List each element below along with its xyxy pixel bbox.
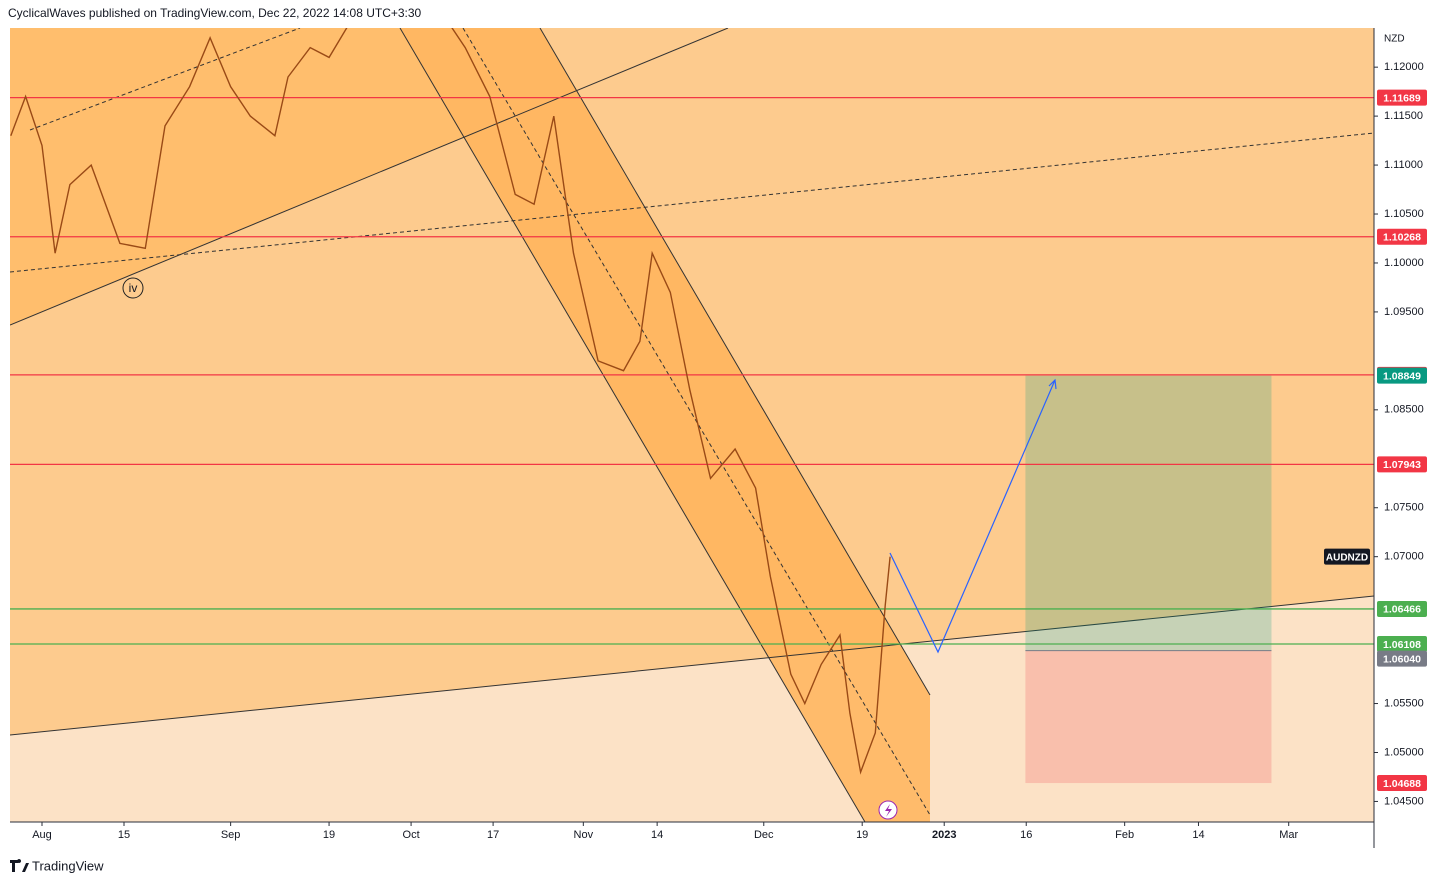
- x-tick-label: 16: [1020, 829, 1032, 841]
- y-tick-label: 1.08500: [1384, 404, 1424, 416]
- level-label-box: [1377, 89, 1427, 106]
- position-label: 1.08849: [1383, 370, 1421, 382]
- y-tick-label: 1.04500: [1384, 795, 1424, 807]
- x-tick-label: Aug: [32, 829, 52, 841]
- y-tick-label: 1.10500: [1384, 208, 1424, 220]
- dashed-line: [10, 132, 1374, 273]
- level-label: 1.06466: [1383, 604, 1421, 616]
- x-tick-label: 2023: [932, 829, 956, 841]
- falling-channel: [400, 28, 930, 822]
- level-label-box: [1377, 600, 1427, 617]
- level-label: 1.10268: [1383, 232, 1421, 244]
- rising-channel: [10, 28, 464, 325]
- x-tick-label: 14: [651, 829, 663, 841]
- y-tick-label: 1.05000: [1384, 746, 1424, 758]
- y-tick-label: 1.07000: [1384, 551, 1424, 563]
- y-tick-label: 1.11500: [1384, 110, 1423, 122]
- brand: TradingView: [32, 858, 104, 873]
- drawings: iv: [10, 28, 1374, 822]
- dashed-line: [29, 28, 301, 131]
- y-tick-label: 1.12000: [1384, 61, 1424, 73]
- x-tick-label: 14: [1192, 829, 1204, 841]
- projection: [889, 379, 1056, 654]
- arrow-head: [1048, 378, 1057, 390]
- x-tick-label: Sep: [221, 829, 241, 841]
- lower-zone: [10, 596, 1374, 822]
- trend-line: [10, 595, 1374, 736]
- event-bolt: [885, 804, 892, 817]
- trend-line: [10, 28, 729, 326]
- symbol-label: AUDNZD: [1326, 552, 1368, 563]
- x-tick-label: Dec: [754, 829, 774, 841]
- y-tick-label: 1.10000: [1384, 257, 1424, 269]
- x-tick-label: 19: [323, 829, 335, 841]
- x-tick-label: Mar: [1279, 829, 1298, 841]
- level-label-box: [1377, 228, 1427, 245]
- position-label-box: [1377, 367, 1427, 384]
- y-tick-label: 1.11000: [1384, 159, 1423, 171]
- y-tick-label: 1.05500: [1384, 697, 1424, 709]
- level-label-box: [1377, 456, 1427, 473]
- x-tick-label: Feb: [1115, 829, 1134, 841]
- x-tick-label: Oct: [403, 829, 420, 841]
- price-line: [10, 28, 891, 775]
- position-label: 1.04688: [1383, 778, 1421, 790]
- level-label: 1.11689: [1383, 92, 1421, 104]
- x-tick-label: 17: [487, 829, 499, 841]
- x-tick-label: 19: [856, 829, 868, 841]
- y-tick-label: 1.09500: [1384, 306, 1424, 318]
- header: CyclicalWaves published on TradingView.c…: [8, 6, 422, 20]
- currency: NZD: [1384, 34, 1405, 45]
- position-label: 1.06040: [1383, 653, 1421, 665]
- logo: [10, 859, 29, 872]
- level-label: 1.07943: [1383, 459, 1421, 471]
- x-tick-label: Nov: [574, 829, 594, 841]
- plot-layer: [10, 28, 1374, 784]
- level-label: 1.06108: [1383, 639, 1421, 651]
- wave-label: iv: [129, 281, 138, 295]
- x-tick-label: 15: [118, 829, 130, 841]
- position-label-box: [1377, 775, 1427, 792]
- channel-line: [539, 28, 931, 696]
- level-label-box: [1377, 636, 1427, 653]
- y-tick-label: 1.07500: [1384, 502, 1424, 514]
- target-zone: [1025, 375, 1272, 651]
- wave-circle: [122, 277, 144, 299]
- stop-zone: [1025, 650, 1272, 784]
- position-label-box: [1377, 650, 1427, 667]
- axes: 1.12000 1.11500 1.11000 1.10500 1.10000 1.095…: [32, 61, 1427, 841]
- symbol-box: [1324, 548, 1370, 565]
- channel-line: [399, 28, 866, 822]
